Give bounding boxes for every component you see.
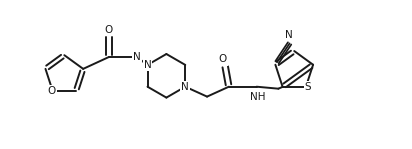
Text: NH: NH	[250, 92, 265, 102]
Text: S: S	[304, 82, 311, 92]
Text: N: N	[286, 30, 293, 40]
Text: O: O	[219, 55, 227, 65]
Text: O: O	[105, 25, 113, 35]
Text: O: O	[47, 86, 56, 96]
Text: N: N	[144, 60, 151, 70]
Text: N: N	[133, 52, 140, 62]
Text: N: N	[181, 82, 189, 92]
